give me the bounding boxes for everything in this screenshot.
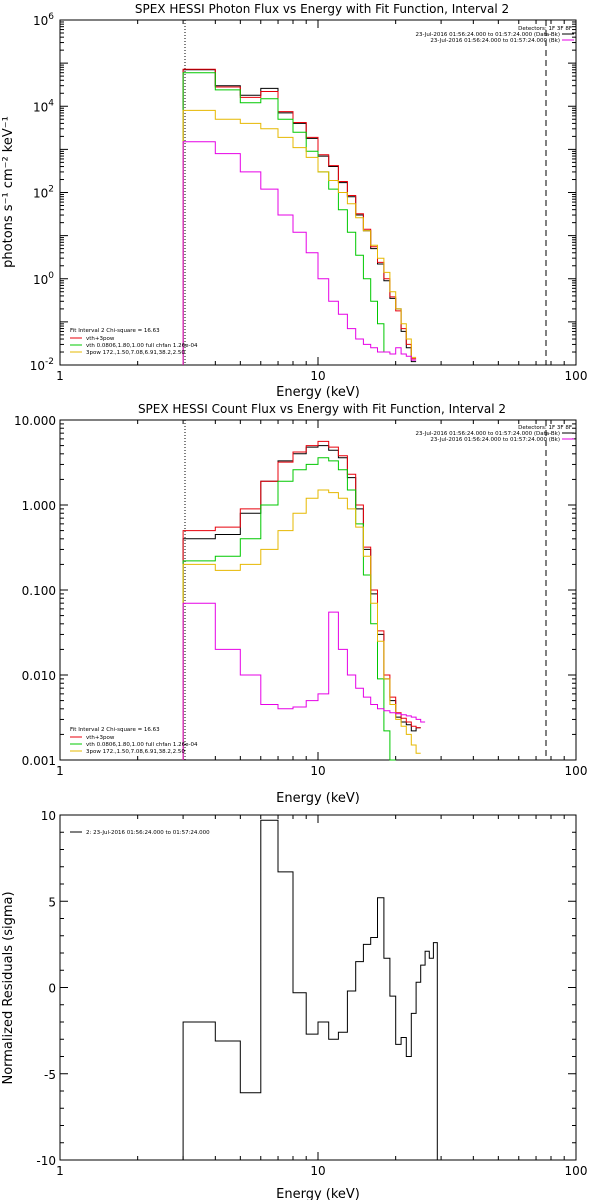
panel-1-x-axis: 1 10 100 xyxy=(56,20,587,383)
panel-2-y-axis: 0.001 0.010 0.100 1.000 10.000 xyxy=(14,414,576,768)
panel-2-y-tick-label: 1.000 xyxy=(22,499,56,513)
panel-1-title: SPEX HESSI Photon Flux vs Energy with Fi… xyxy=(135,2,509,16)
panel-1-detectors-label: Detectors: 1F 3F 8F xyxy=(518,26,572,32)
panel-2-series-1-line xyxy=(182,445,421,760)
panel-2-y-tick-label: 10.000 xyxy=(14,414,56,428)
panel-2-fit-legend-item-1: vth+3pow xyxy=(86,735,115,741)
panel-3-y-tick-label: -5 xyxy=(44,1068,56,1082)
panel-1-series-5-line xyxy=(182,141,417,365)
panel-1-y-axis: 10-2 100 102 104 106 xyxy=(30,12,576,373)
panel-2-x-tick-label: 1 xyxy=(56,764,64,778)
panel-2-plot-frame xyxy=(59,419,577,761)
panel-3-legend-item: 2: 23-Jul-2016 01:56:24.000 to 01:57:24.… xyxy=(86,830,210,836)
panel-1-fit-legend-item-2: vth 0.0806,1.80,1.00 full chfan 1.26e-04 xyxy=(86,343,198,349)
panel-1-y-tick-label: 10-2 xyxy=(30,357,54,373)
panel-2-series xyxy=(182,440,426,761)
panel-1-y-tick-label: 104 xyxy=(33,98,54,114)
panel-2-fit-legend-item-2: vth 0.0806,1.80,1.00 full chfan 1.26e-04 xyxy=(86,742,198,748)
panel-2-y-tick-label: 0.010 xyxy=(22,669,56,683)
panel-1-series-2-line xyxy=(182,68,417,365)
panel-1-y-axis-title: photons s⁻¹ cm⁻² keV⁻¹ xyxy=(1,116,16,268)
panel-1-fit-legend-item-1: vth+3pow xyxy=(86,336,115,342)
panel-3-x-tick-label: 1 xyxy=(56,1164,64,1178)
panel-1-y-tick-label: 102 xyxy=(33,185,54,201)
panel-1-header-legend: Detectors: 1F 3F 8F 23-Jul-2016 01:56:24… xyxy=(416,26,574,44)
panel-3-y-tick-label: 5 xyxy=(48,895,56,909)
panel-1-fit-legend-item-3: 3pow 172.,1.50,7.08,6.91,38.2,2.50 xyxy=(86,350,185,356)
panel-1-y-tick-label: 106 xyxy=(33,12,54,28)
panel-1-x-tick-label: 1 xyxy=(56,369,64,383)
panel-3-y-tick-label: 0 xyxy=(48,982,56,996)
panel-1-header-legend-item-1: 23-Jul-2016 01:56:24.000 to 01:57:24.000… xyxy=(416,32,561,38)
residuals-panel: 1 10 100 -10 -5 0 5 10 Energy (keV) Normalized… xyxy=(1,809,587,1200)
panel-1-series xyxy=(182,68,417,365)
panel-3-x-axis-title: Energy (keV) xyxy=(276,1187,360,1200)
panel-2-series-5-line xyxy=(182,602,426,760)
panel-2-x-axis: 1 10 100 xyxy=(56,420,587,778)
panel-1-x-axis-title: Energy (keV) xyxy=(276,385,360,400)
panel-1-y-tick-label: 100 xyxy=(33,271,54,287)
panel-1-plot-frame xyxy=(59,19,577,366)
panel-3-x-tick-label: 100 xyxy=(565,1164,588,1178)
panel-1-series-1-line xyxy=(182,69,417,365)
panel-3-y-axis-title: Normalized Residuals (sigma) xyxy=(1,891,16,1084)
panel-2-fit-legend-item-3: 3pow 172.,1.50,7.08,6.91,38.2,2.50 xyxy=(86,749,185,755)
panel-3-series xyxy=(182,819,438,1160)
panel-1-header-legend-item-2: 23-Jul-2016 01:56:24.000 to 01:57:24.000… xyxy=(430,38,560,44)
panel-2-detectors-label: Detectors: 1F 3F 8F xyxy=(518,425,572,431)
panel-2-x-axis-title: Energy (keV) xyxy=(276,791,360,806)
panel-2-fit-legend: Fit Interval 2 Chi-square = 16.63 vth+3p… xyxy=(70,727,198,755)
panel-2-y-tick-label: 0.100 xyxy=(22,584,56,598)
count-flux-panel: SPEX HESSI Count Flux vs Energy with Fit… xyxy=(14,402,587,806)
photon-flux-panel: SPEX HESSI Photon Flux vs Energy with Fi… xyxy=(1,2,587,400)
panel-3-legend: 2: 23-Jul-2016 01:56:24.000 to 01:57:24.… xyxy=(70,830,210,836)
panel-2-series-3-line xyxy=(182,457,396,761)
panel-3-x-tick-label: 10 xyxy=(310,1164,325,1178)
panel-2-y-tick-label: 0.001 xyxy=(22,754,56,768)
panel-2-header-legend-item-2: 23-Jul-2016 01:56:24.000 to 01:57:24.000… xyxy=(430,437,560,443)
panel-3-series-1-line xyxy=(182,819,438,1160)
panel-2-header-legend: Detectors: 1F 3F 8F 23-Jul-2016 01:56:24… xyxy=(416,425,574,443)
panel-1-x-tick-label: 100 xyxy=(565,369,588,383)
panel-1-fit-legend-header: Fit Interval 2 Chi-square = 16.63 xyxy=(70,328,160,334)
panel-2-title: SPEX HESSI Count Flux vs Energy with Fit… xyxy=(138,402,506,416)
panel-3-y-tick-label: 10 xyxy=(41,809,56,823)
panel-1-x-tick-label: 10 xyxy=(310,369,325,383)
panel-2-x-tick-label: 100 xyxy=(565,764,588,778)
panel-1-series-4-line xyxy=(182,109,417,365)
panel-2-fit-legend-header: Fit Interval 2 Chi-square = 16.63 xyxy=(70,727,160,733)
panel-3-x-axis: 1 10 100 xyxy=(56,815,587,1178)
panel-2-header-legend-item-1: 23-Jul-2016 01:56:24.000 to 01:57:24.000… xyxy=(416,431,561,437)
panel-1-fit-legend: Fit Interval 2 Chi-square = 16.63 vth+3p… xyxy=(70,328,198,356)
panel-3-y-tick-label: -10 xyxy=(36,1154,56,1168)
panel-2-series-2-line xyxy=(182,440,421,760)
panel-3-y-axis: -10 -5 0 5 10 xyxy=(36,809,576,1168)
panel-2-x-tick-label: 10 xyxy=(310,764,325,778)
panel-3-plot-frame xyxy=(59,814,577,1161)
panel-2-series-4-line xyxy=(182,489,421,760)
panel-1-series-3-line xyxy=(182,72,390,365)
